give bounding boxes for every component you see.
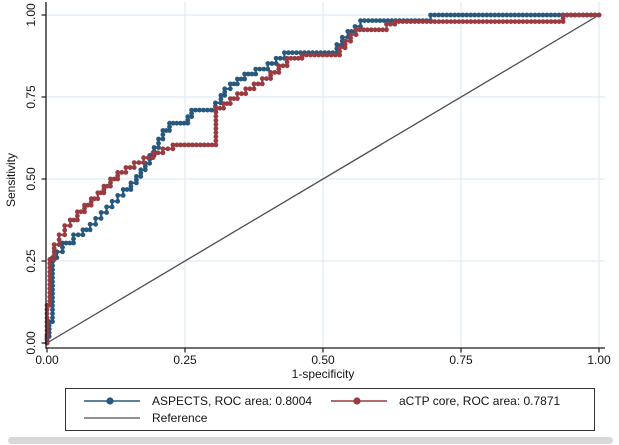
x-tick-label: 0.50 <box>311 353 335 367</box>
legend-label: ASPECTS, ROC area: 0.8004 <box>152 393 313 408</box>
line-marker-sample-icon <box>331 396 387 405</box>
legend-label: aCTP core, ROC area: 0.7871 <box>399 393 561 408</box>
legend-entry-actp-core: aCTP core, ROC area: 0.7871 <box>330 394 560 408</box>
x-tick-label: 0.25 <box>173 353 197 367</box>
y-tick-label: 0.75 <box>24 85 38 109</box>
legend: ASPECTS, ROC area: 0.8004 aCTP core, ROC… <box>65 388 595 431</box>
x-tick-label: 1.00 <box>587 353 611 367</box>
legend-entry-aspects: ASPECTS, ROC area: 0.8004 <box>83 394 330 408</box>
y-axis-title: Sensitivity <box>4 152 18 208</box>
y-tick-label: 0.00 <box>24 331 38 355</box>
x-axis-title: 1-specificity <box>291 367 355 381</box>
line-sample-icon <box>84 416 140 419</box>
y-tick-label: 0.25 <box>24 249 38 273</box>
legend-entry-reference: Reference <box>83 411 330 425</box>
legend-label: Reference <box>152 410 208 425</box>
bottom-edge-bar <box>8 437 613 444</box>
reference-line <box>46 14 600 344</box>
legend-row: Reference <box>83 409 594 426</box>
y-tick-label: 1.00 <box>24 3 38 27</box>
x-tick-label: 0.75 <box>449 353 473 367</box>
legend-row: ASPECTS, ROC area: 0.8004 aCTP core, ROC… <box>83 392 594 409</box>
line-marker-sample-icon <box>84 396 140 405</box>
y-tick-label: 0.50 <box>24 167 38 191</box>
axes <box>41 2 605 353</box>
x-tick-label: 0.00 <box>35 353 59 367</box>
gridlines <box>46 2 605 348</box>
series-actp-core <box>44 12 602 346</box>
